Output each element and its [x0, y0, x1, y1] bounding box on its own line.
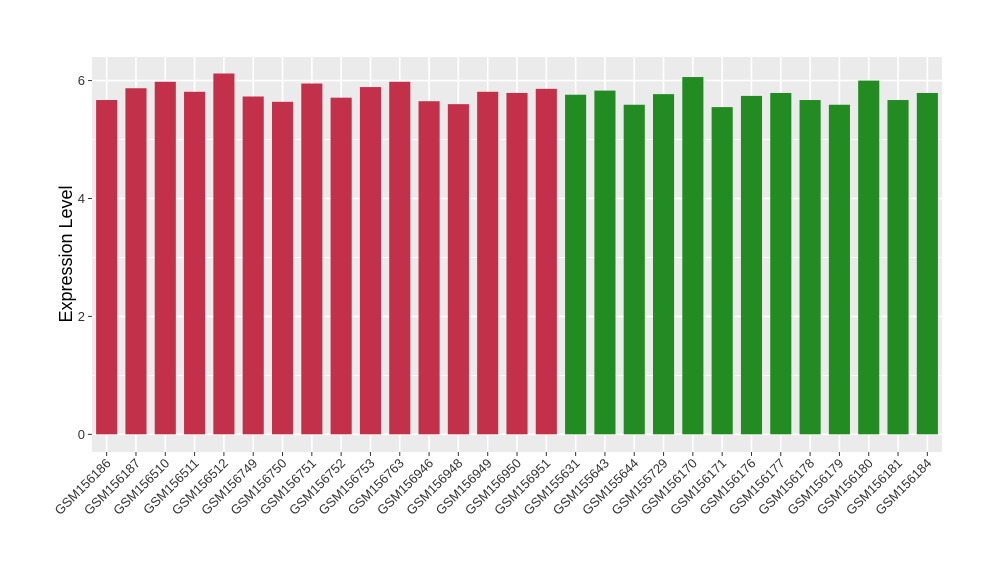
bar-GSM156177	[770, 92, 792, 435]
bar-GSM156948	[447, 104, 469, 435]
y-tick-label: 0	[78, 427, 85, 442]
bar-GSM156171	[711, 107, 733, 435]
bar-GSM156176	[740, 95, 763, 435]
bar-GSM156750	[271, 101, 294, 435]
y-tick-label: 6	[78, 73, 85, 88]
bar-GSM156752	[330, 97, 352, 435]
bar-GSM156184	[916, 92, 938, 435]
bar-GSM156950	[506, 92, 528, 435]
bar-GSM156180	[858, 80, 880, 435]
bar-GSM156751	[301, 83, 323, 435]
bar-GSM156178	[799, 100, 821, 435]
bar-GSM155729	[653, 94, 675, 435]
y-tick-label: 4	[78, 191, 85, 206]
bars	[96, 73, 938, 435]
y-axis-title: Expression Level	[56, 185, 76, 322]
bar-GSM156181	[887, 100, 909, 435]
bar-GSM156949	[477, 91, 499, 435]
bar-GSM156187	[125, 88, 147, 435]
bar-GSM156170	[682, 77, 704, 435]
bar-GSM156946	[418, 101, 440, 435]
bar-GSM156512	[213, 73, 235, 435]
y-axis: 0 2 4 6	[78, 73, 92, 442]
x-axis: GSM156186GSM156187GSM156510GSM156511GSM1…	[52, 452, 934, 518]
bar-GSM156951	[535, 88, 557, 435]
bar-GSM156179	[828, 104, 850, 435]
y-tick-label: 2	[78, 309, 85, 324]
bar-GSM156753	[359, 87, 381, 435]
bar-GSM156763	[389, 81, 411, 435]
bar-GSM156749	[242, 96, 264, 435]
bar-GSM156186	[96, 100, 118, 435]
bar-GSM155644	[623, 104, 645, 435]
bar-GSM155631	[565, 94, 587, 435]
bar-GSM156510	[154, 81, 176, 435]
bar-GSM155643	[594, 90, 616, 435]
bar-GSM156511	[184, 91, 206, 435]
